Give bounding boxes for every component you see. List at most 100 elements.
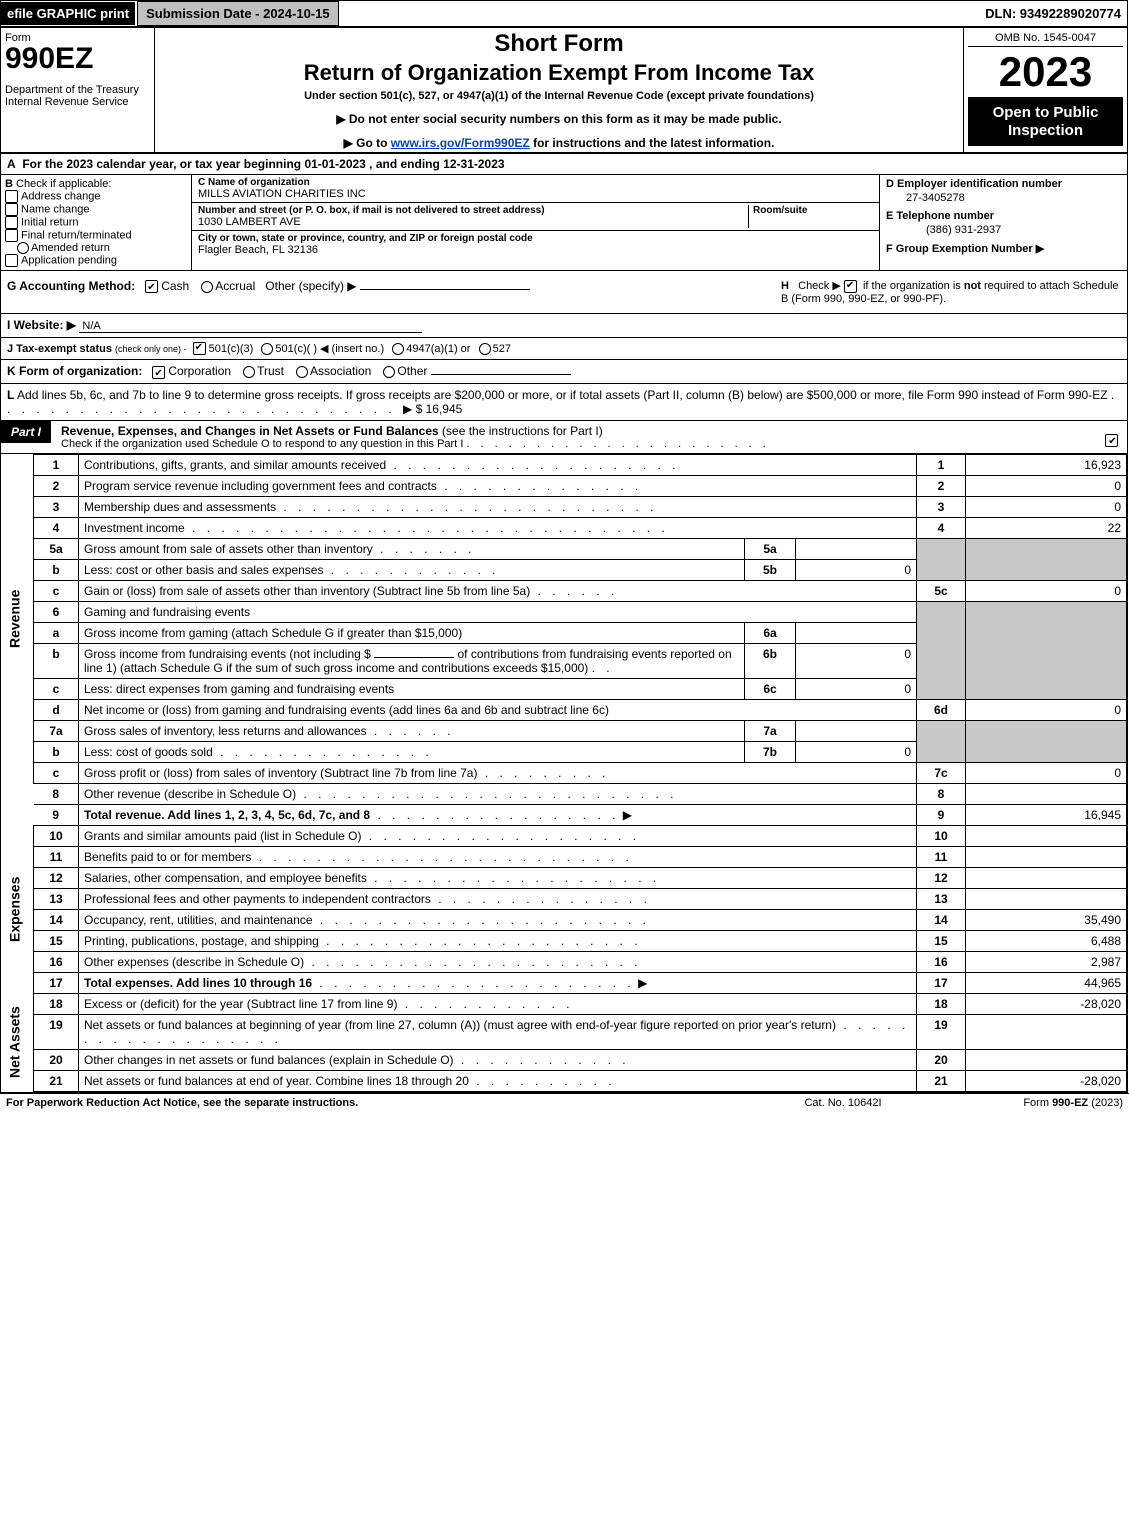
box-num: 15 bbox=[917, 930, 966, 951]
b-item-1: Name change bbox=[5, 203, 187, 216]
grey-cell bbox=[917, 538, 966, 580]
blank-input[interactable] bbox=[374, 657, 454, 658]
box-val: 6,488 bbox=[966, 930, 1127, 951]
line-num: 13 bbox=[34, 888, 79, 909]
line-9: 9 Total revenue. Add lines 1, 2, 3, 4, 5… bbox=[1, 804, 1127, 825]
line-num: 20 bbox=[34, 1049, 79, 1070]
c-name-label: C Name of organization bbox=[198, 177, 873, 188]
line-desc: Net assets or fund balances at beginning… bbox=[79, 1014, 917, 1049]
line-desc-text: Benefits paid to or for members bbox=[84, 850, 251, 864]
checkbox-icon[interactable] bbox=[152, 366, 165, 379]
radio-icon[interactable] bbox=[201, 281, 213, 293]
footer-row: For Paperwork Reduction Act Notice, see … bbox=[0, 1093, 1129, 1112]
checkbox-icon[interactable] bbox=[1105, 434, 1118, 447]
open-to-public: Open to Public Inspection bbox=[968, 98, 1123, 146]
k-other-input[interactable] bbox=[431, 374, 571, 375]
b-item-5-label: Application pending bbox=[21, 255, 117, 267]
checkbox-icon[interactable] bbox=[5, 190, 18, 203]
line-15: 15 Printing, publications, postage, and … bbox=[1, 930, 1127, 951]
side-empty bbox=[1, 783, 34, 804]
dots: . . . . . . . . . . . . . . . . . . . . … bbox=[185, 521, 669, 535]
mini-num: 6a bbox=[745, 622, 796, 643]
line-desc: Gross income from gaming (attach Schedul… bbox=[79, 622, 745, 643]
line-desc-text: Other revenue (describe in Schedule O) bbox=[84, 787, 296, 801]
omb-number: OMB No. 1545-0047 bbox=[968, 30, 1123, 47]
form-container: efile GRAPHIC print Submission Date - 20… bbox=[0, 0, 1128, 1093]
street-block: Number and street (or P. O. box, if mail… bbox=[192, 203, 879, 231]
line-2: 2 Program service revenue including gove… bbox=[1, 475, 1127, 496]
box-val bbox=[966, 867, 1127, 888]
line-desc: Net income or (loss) from gaming and fun… bbox=[79, 699, 917, 720]
line-6: 6 Gaming and fundraising events bbox=[1, 601, 1127, 622]
line-num: 17 bbox=[34, 972, 79, 993]
line-num: 3 bbox=[34, 496, 79, 517]
line-desc-text: Occupancy, rent, utilities, and maintena… bbox=[84, 913, 313, 927]
k-opt3: Other bbox=[397, 364, 427, 378]
box-num: 10 bbox=[917, 825, 966, 846]
j-small: (check only one) - bbox=[115, 344, 187, 354]
box-val: 0 bbox=[966, 496, 1127, 517]
dots: . . . . . . . . . . . . . . . . . . . . bbox=[386, 458, 679, 472]
part-sub-text: Check if the organization used Schedule … bbox=[61, 438, 463, 450]
tax-year: 2023 bbox=[968, 47, 1123, 98]
mini-val: 0 bbox=[796, 678, 917, 699]
radio-icon[interactable] bbox=[243, 366, 255, 378]
checkbox-icon[interactable] bbox=[844, 280, 857, 293]
website-value: N/A bbox=[79, 320, 422, 333]
dots: . . . . . . . . . . . . bbox=[397, 997, 573, 1011]
checkbox-icon[interactable] bbox=[5, 203, 18, 216]
checkbox-icon[interactable] bbox=[5, 254, 18, 267]
line-desc-text: Excess or (deficit) for the year (Subtra… bbox=[84, 997, 397, 1011]
h-not: not bbox=[964, 280, 981, 292]
b-item-4-label: Amended return bbox=[31, 242, 110, 254]
top-bar: efile GRAPHIC print Submission Date - 20… bbox=[1, 1, 1127, 28]
b-item-4: Amended return bbox=[5, 242, 187, 254]
j-opt1: 501(c)(3) bbox=[209, 343, 254, 355]
radio-icon[interactable] bbox=[17, 242, 29, 254]
checkbox-icon[interactable] bbox=[193, 342, 206, 355]
line-num: 2 bbox=[34, 475, 79, 496]
b-item-3-label: Final return/terminated bbox=[21, 229, 132, 241]
line-5c: c Gain or (loss) from sale of assets oth… bbox=[1, 580, 1127, 601]
radio-icon[interactable] bbox=[261, 343, 273, 355]
box-val bbox=[966, 1049, 1127, 1070]
grey-cell bbox=[966, 601, 1127, 699]
irs-link[interactable]: www.irs.gov/Form990EZ bbox=[391, 136, 530, 150]
arrow-line-2: ▶ Go to www.irs.gov/Form990EZ for instru… bbox=[161, 136, 957, 150]
box-num: 11 bbox=[917, 846, 966, 867]
checkbox-icon[interactable] bbox=[5, 216, 18, 229]
box-num: 9 bbox=[917, 804, 966, 825]
line-desc-text: Grants and similar amounts paid (list in… bbox=[84, 829, 361, 843]
box-num: 13 bbox=[917, 888, 966, 909]
org-name-block: C Name of organization MILLS AVIATION CH… bbox=[192, 175, 879, 203]
line-7c: c Gross profit or (loss) from sales of i… bbox=[1, 762, 1127, 783]
radio-icon[interactable] bbox=[383, 366, 395, 378]
line-desc: Benefits paid to or for members . . . . … bbox=[79, 846, 917, 867]
box-val: 16,945 bbox=[966, 804, 1127, 825]
line-num: c bbox=[34, 762, 79, 783]
box-val: 35,490 bbox=[966, 909, 1127, 930]
j-label: J Tax-exempt status bbox=[7, 343, 112, 355]
mini-num: 5a bbox=[745, 538, 796, 559]
line-10: Expenses 10 Grants and similar amounts p… bbox=[1, 825, 1127, 846]
arrow2-post: for instructions and the latest informat… bbox=[530, 136, 775, 150]
row-a: A For the 2023 calendar year, or tax yea… bbox=[1, 154, 1127, 175]
checkbox-icon[interactable] bbox=[5, 229, 18, 242]
box-val bbox=[966, 846, 1127, 867]
box-val: 0 bbox=[966, 762, 1127, 783]
line-desc: Gain or (loss) from sale of assets other… bbox=[79, 580, 917, 601]
line-desc-text: Salaries, other compensation, and employ… bbox=[84, 871, 367, 885]
l-text: Add lines 5b, 6c, and 7b to line 9 to de… bbox=[17, 388, 1108, 402]
radio-icon[interactable] bbox=[296, 366, 308, 378]
street-value: 1030 LAMBERT AVE bbox=[198, 216, 748, 228]
g-other-input[interactable] bbox=[360, 289, 530, 290]
checkbox-icon[interactable] bbox=[145, 280, 158, 293]
part-title-text: Revenue, Expenses, and Changes in Net As… bbox=[61, 424, 439, 438]
line-num: 4 bbox=[34, 517, 79, 538]
line-desc-text: Professional fees and other payments to … bbox=[84, 892, 431, 906]
line-21: 21 Net assets or fund balances at end of… bbox=[1, 1070, 1127, 1091]
box-val: 2,987 bbox=[966, 951, 1127, 972]
city-block: City or town, state or province, country… bbox=[192, 231, 879, 258]
radio-icon[interactable] bbox=[479, 343, 491, 355]
radio-icon[interactable] bbox=[392, 343, 404, 355]
